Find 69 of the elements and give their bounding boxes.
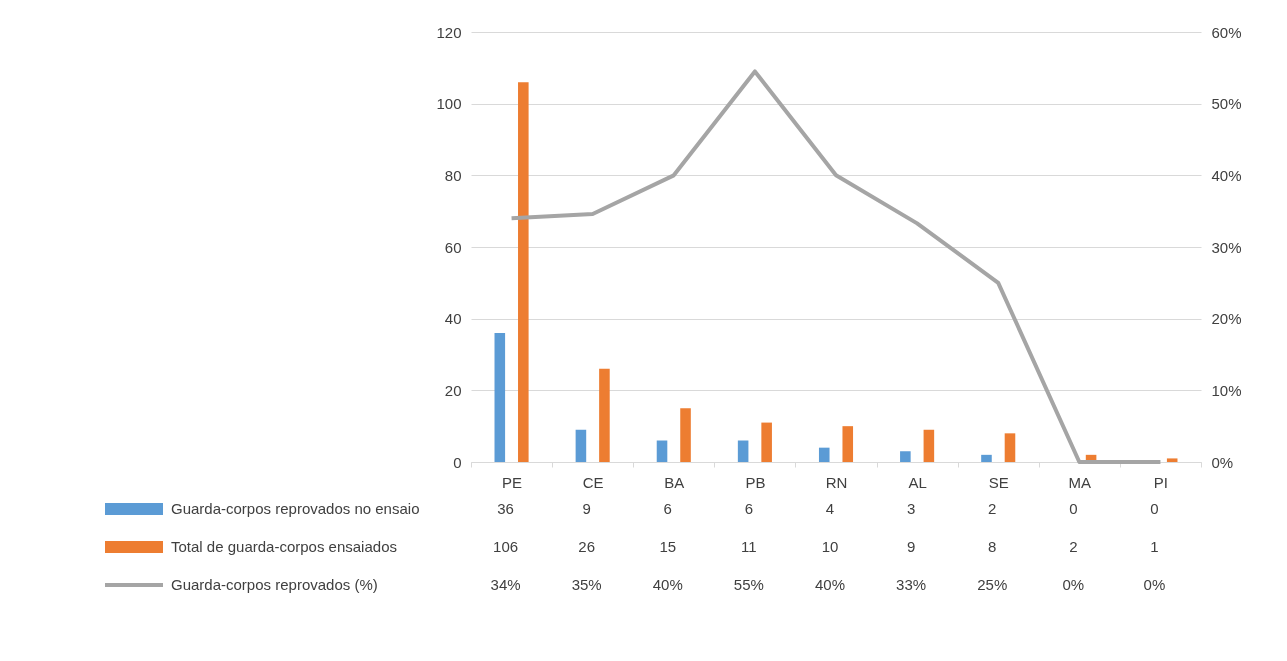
- data-label: 55%: [733, 576, 764, 593]
- data-label: 26: [578, 538, 596, 555]
- y2-tick-label: 0%: [1211, 453, 1234, 471]
- y-tick-label: 60: [444, 238, 462, 256]
- data-label: 106: [493, 538, 519, 555]
- data-label: 9: [582, 500, 591, 517]
- data-label: 10: [821, 538, 839, 555]
- y2-tick-label: 30%: [1211, 238, 1242, 256]
- data-label: 33%: [896, 576, 927, 593]
- data-label: 34%: [490, 576, 521, 593]
- data-label: 4: [825, 500, 835, 517]
- y-tick-label: 0: [453, 453, 462, 471]
- y-tick-label: 80: [444, 166, 462, 184]
- y-tick-label: 120: [436, 23, 462, 41]
- x-tick-label: AL: [908, 473, 927, 491]
- bar: [518, 82, 529, 462]
- bar: [900, 451, 911, 462]
- data-label: 0: [1069, 500, 1078, 517]
- legend-label: Total de guarda-corpos ensaiados: [171, 538, 397, 555]
- bar: [680, 408, 691, 462]
- x-tick-label: BA: [664, 473, 685, 491]
- data-label: 9: [906, 538, 916, 555]
- x-tick-label: CE: [582, 473, 604, 491]
- bar: [761, 422, 772, 462]
- data-label: 6: [744, 500, 754, 517]
- x-tick-label: RN: [825, 473, 848, 491]
- data-label: 6: [663, 500, 672, 517]
- bar: [599, 368, 610, 462]
- data-label: 2: [1069, 538, 1078, 555]
- y-tick-label: 40: [444, 310, 462, 328]
- bar: [842, 426, 854, 462]
- data-label: 0: [1150, 500, 1159, 517]
- legend-label: Guarda-corpos reprovados (%): [171, 576, 378, 593]
- y-tick-label: 100: [436, 95, 462, 113]
- data-label: 2: [988, 500, 997, 517]
- bar: [981, 454, 992, 462]
- data-label: 8: [988, 538, 997, 555]
- data-label: 36: [497, 500, 514, 517]
- bar: [575, 429, 587, 462]
- legend-label: Guarda-corpos reprovados no ensaio: [171, 500, 420, 517]
- bar: [1166, 458, 1178, 462]
- data-label: 1: [1150, 538, 1159, 555]
- data-label: 40%: [814, 576, 846, 593]
- bar: [923, 429, 935, 462]
- y2-tick-label: 20%: [1211, 310, 1242, 328]
- data-label: 25%: [977, 576, 1008, 593]
- bar: [656, 440, 668, 462]
- y2-tick-label: 50%: [1211, 95, 1242, 113]
- y-tick-label: 20: [444, 381, 462, 399]
- bar: [494, 333, 506, 462]
- bar: [1004, 433, 1016, 462]
- y2-tick-label: 10%: [1211, 381, 1242, 399]
- line-series: [509, 69, 1163, 464]
- x-tick-label: PI: [1153, 473, 1169, 491]
- x-tick-label: PE: [502, 473, 523, 491]
- bar: [818, 447, 830, 462]
- data-label: 15: [659, 538, 677, 555]
- x-tick-label: PB: [745, 473, 766, 491]
- y2-tick-label: 40%: [1211, 166, 1242, 184]
- bar: [737, 440, 749, 462]
- data-label: 0%: [1143, 576, 1166, 593]
- x-tick-label: SE: [988, 473, 1009, 491]
- data-label: 35%: [571, 576, 602, 593]
- data-label: 0%: [1062, 576, 1085, 593]
- data-label: 11: [741, 538, 757, 555]
- data-label: 3: [906, 500, 916, 517]
- y2-tick-label: 60%: [1211, 23, 1242, 41]
- data-label: 40%: [652, 576, 683, 593]
- x-tick-label: MA: [1068, 473, 1092, 491]
